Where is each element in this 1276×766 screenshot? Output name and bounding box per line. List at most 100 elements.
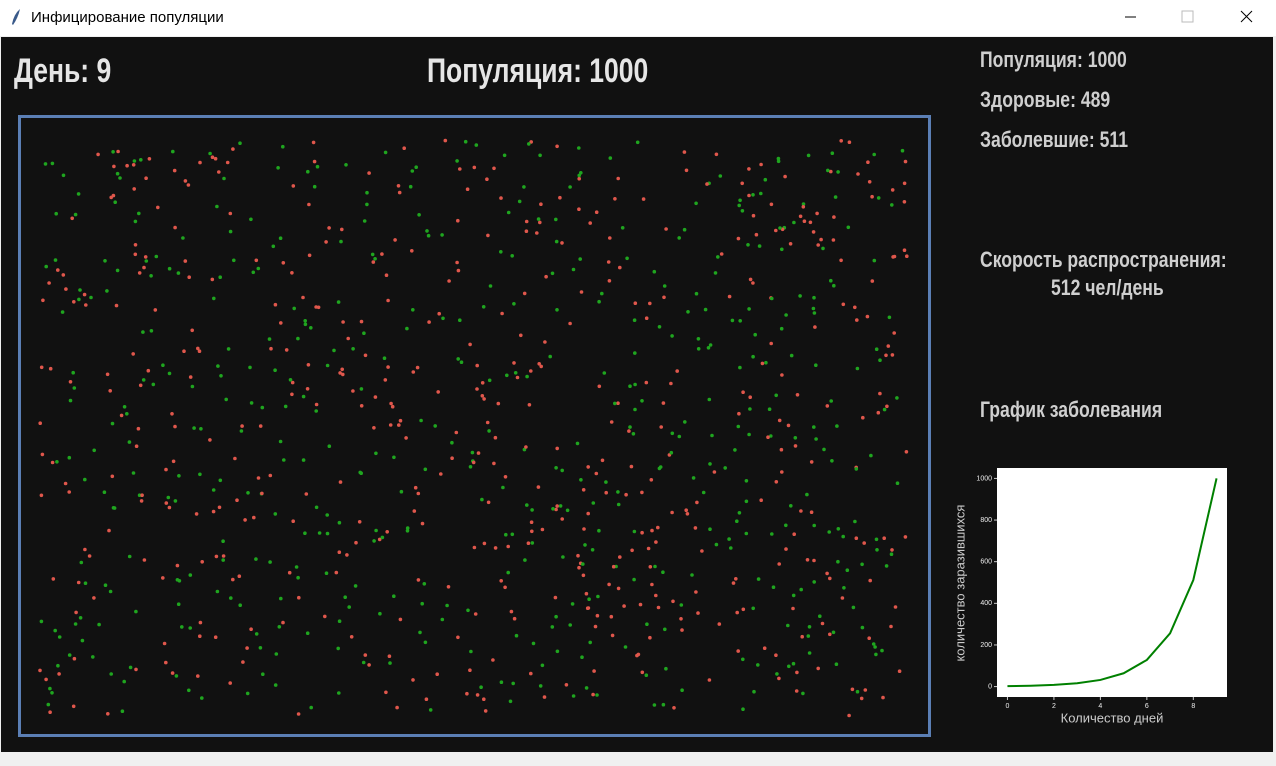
person-dot xyxy=(338,480,343,484)
person-dot xyxy=(219,374,223,378)
person-dot xyxy=(228,229,233,234)
person-dot xyxy=(680,688,684,692)
person-dot xyxy=(176,602,181,606)
person-dot xyxy=(357,520,362,524)
person-dot xyxy=(840,596,845,600)
person-dot xyxy=(867,636,871,640)
person-dot xyxy=(503,475,508,479)
person-dot xyxy=(555,144,559,149)
person-dot xyxy=(583,543,587,547)
person-dot xyxy=(529,140,533,144)
person-dot xyxy=(216,364,220,368)
person-dot xyxy=(211,509,216,514)
person-dot xyxy=(792,220,796,225)
person-dot xyxy=(774,653,778,657)
person-dot xyxy=(222,176,226,181)
person-dot xyxy=(161,363,165,368)
person-dot xyxy=(802,219,807,223)
person-dot xyxy=(524,219,529,224)
person-dot xyxy=(504,532,508,537)
person-dot xyxy=(325,363,330,368)
person-dot xyxy=(306,169,310,174)
person-dot xyxy=(268,560,272,564)
person-dot xyxy=(618,265,622,270)
person-dot xyxy=(153,308,158,312)
y-tick-label: 0 xyxy=(988,683,992,690)
person-dot xyxy=(767,407,772,412)
person-dot xyxy=(208,151,212,156)
person-dot xyxy=(307,253,312,258)
maximize[interactable] xyxy=(1181,10,1194,23)
person-dot xyxy=(162,641,167,646)
person-dot xyxy=(808,220,813,225)
person-dot xyxy=(127,440,132,444)
person-dot xyxy=(40,452,45,457)
person-dot xyxy=(595,613,600,618)
person-dot xyxy=(140,493,144,498)
person-dot xyxy=(337,619,342,623)
person-dot xyxy=(323,614,327,619)
person-dot xyxy=(450,440,454,445)
person-dot xyxy=(105,372,110,377)
person-dot xyxy=(799,587,803,592)
person-dot xyxy=(878,391,882,396)
person-dot xyxy=(512,616,517,621)
person-dot xyxy=(78,616,83,620)
person-dot xyxy=(336,300,341,304)
person-dot xyxy=(61,273,66,277)
person-dot xyxy=(762,646,767,650)
person-dot xyxy=(469,649,473,654)
person-dot xyxy=(291,184,296,188)
person-dot xyxy=(820,621,825,626)
person-dot xyxy=(67,490,71,494)
person-dot xyxy=(801,205,806,209)
person-dot xyxy=(882,407,887,412)
person-dot xyxy=(482,697,486,701)
person-dot xyxy=(187,275,191,280)
person-dot xyxy=(784,547,788,551)
person-dot xyxy=(819,237,823,242)
person-dot xyxy=(221,554,226,558)
person-dot xyxy=(780,470,784,474)
person-dot xyxy=(771,585,776,589)
person-dot xyxy=(73,212,78,217)
person-dot xyxy=(904,450,909,454)
person-dot xyxy=(239,429,244,433)
y-tick-label: 400 xyxy=(980,600,992,607)
person-dot xyxy=(616,176,620,181)
x-tick-label: 8 xyxy=(1191,703,1195,710)
person-dot xyxy=(64,287,68,291)
close[interactable] xyxy=(1240,10,1253,23)
person-dot xyxy=(474,143,479,147)
person-dot xyxy=(793,444,798,448)
person-dot xyxy=(92,596,96,600)
person-dot xyxy=(68,380,73,384)
person-dot xyxy=(133,243,138,247)
person-dot xyxy=(424,697,429,701)
person-dot xyxy=(499,680,504,684)
person-dot xyxy=(417,213,421,217)
person-dot xyxy=(694,291,699,296)
person-dot xyxy=(510,532,515,537)
person-dot xyxy=(113,200,117,204)
person-dot xyxy=(656,605,661,610)
person-dot xyxy=(268,473,273,478)
person-dot xyxy=(71,704,76,709)
person-dot xyxy=(505,373,509,378)
person-dot xyxy=(351,389,355,393)
person-dot xyxy=(399,489,404,494)
person-dot xyxy=(297,595,301,600)
person-dot xyxy=(472,545,477,550)
person-dot xyxy=(260,405,265,410)
person-dot xyxy=(493,435,498,440)
person-dot xyxy=(700,549,704,553)
person-dot xyxy=(801,691,805,696)
person-dot xyxy=(524,229,529,233)
y-tick-label: 1000 xyxy=(976,475,992,482)
person-dot xyxy=(791,661,796,666)
person-dot xyxy=(593,624,598,629)
person-dot xyxy=(777,562,781,566)
person-dot xyxy=(657,325,662,329)
person-dot xyxy=(337,520,342,525)
person-dot xyxy=(39,619,44,624)
